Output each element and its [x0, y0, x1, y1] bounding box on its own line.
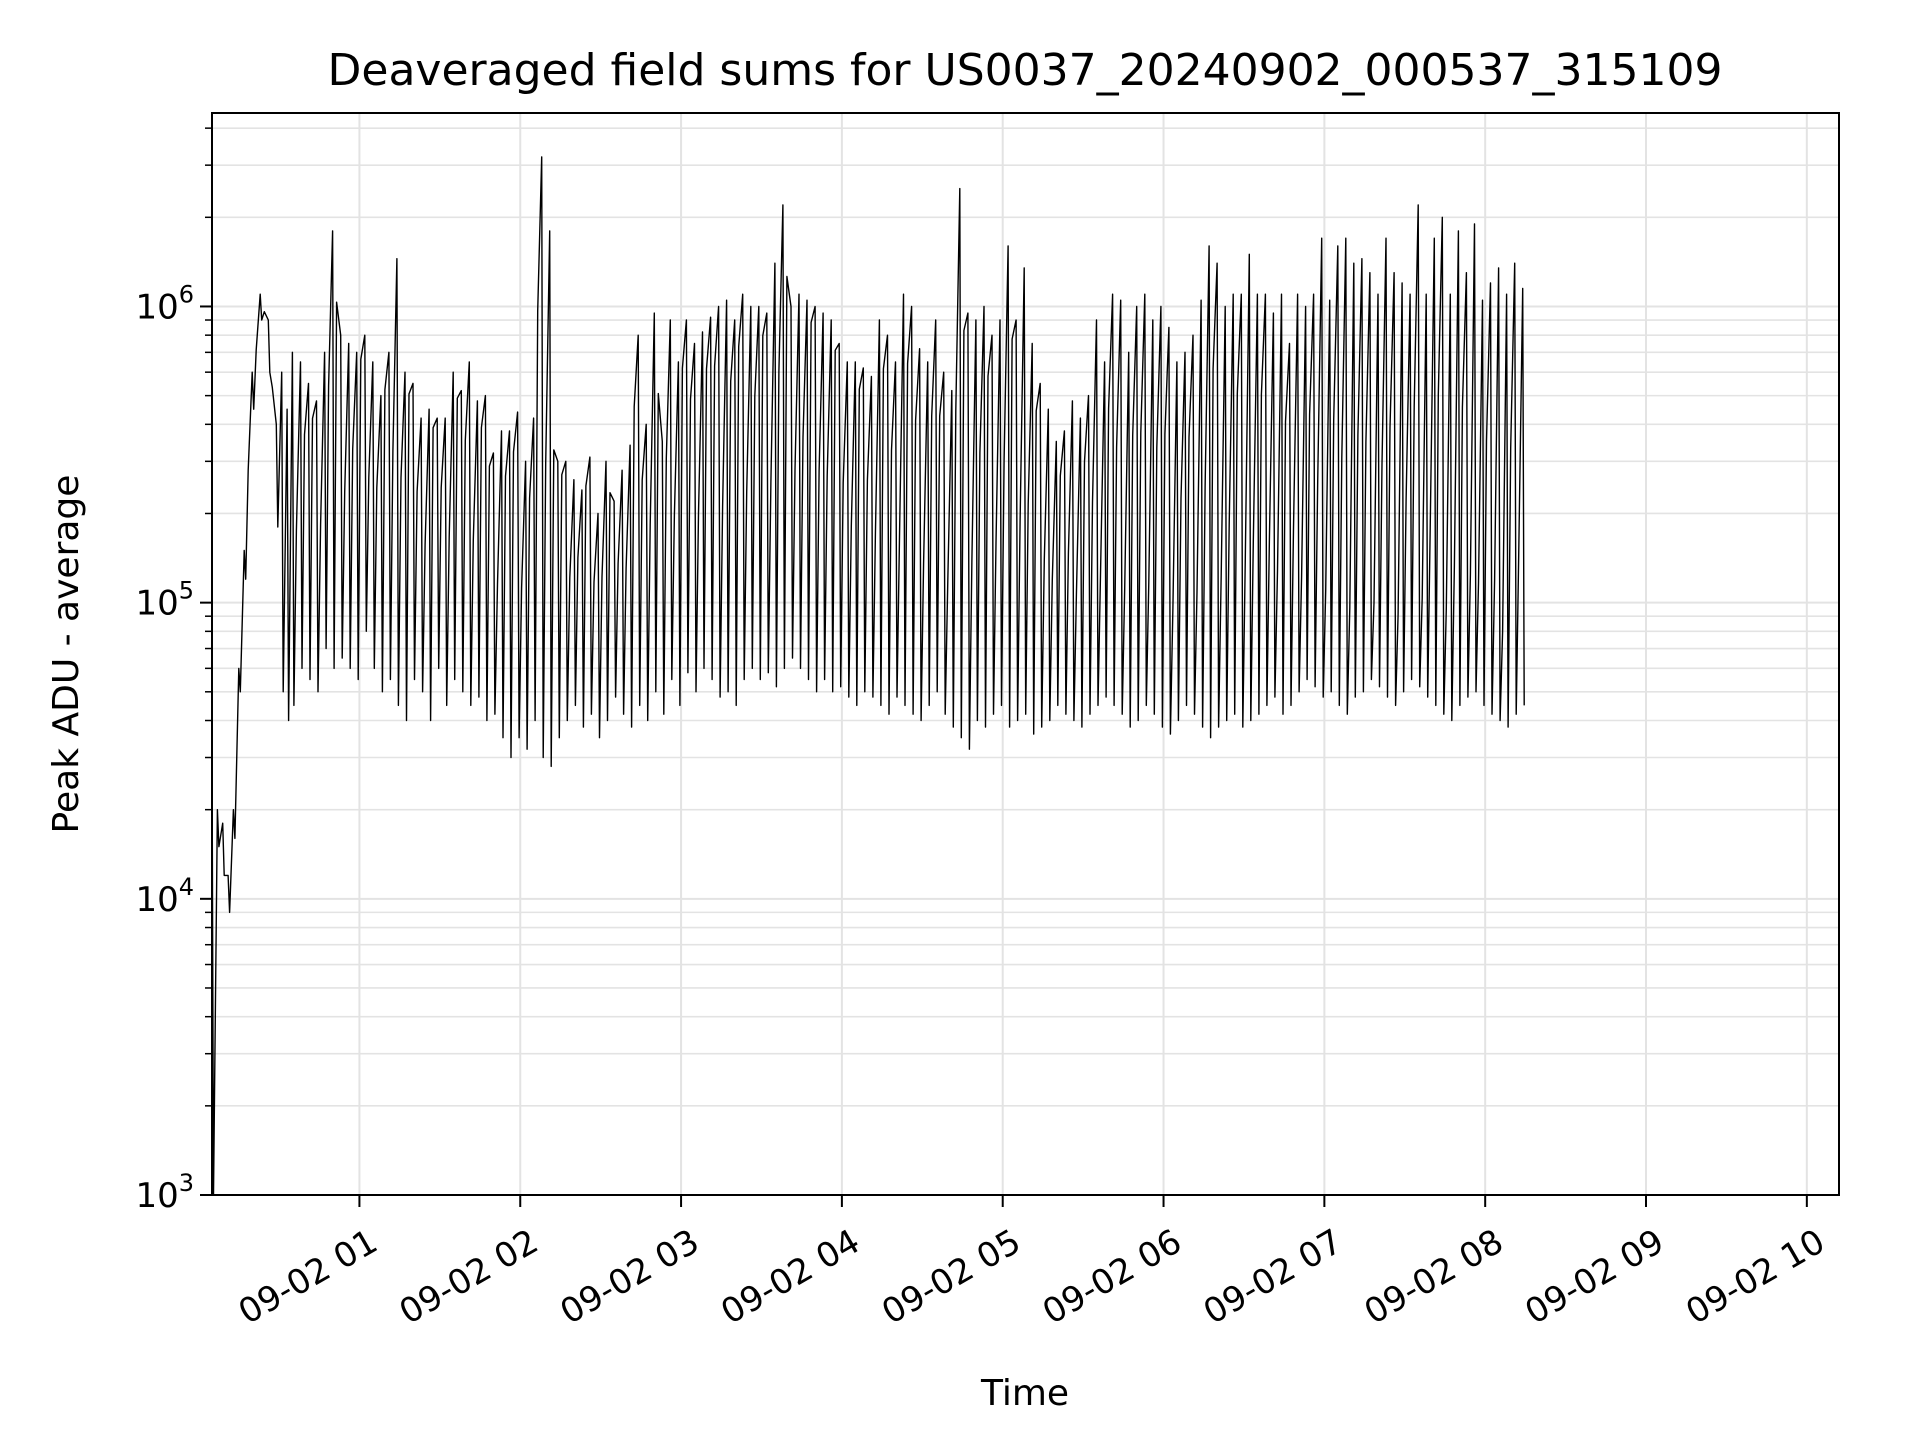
y-axis-label: Peak ADU - average [46, 475, 87, 834]
y-tick-label: 103 [135, 1169, 194, 1216]
x-tick-label: 09-02 07 [1197, 1222, 1349, 1333]
x-tick-label: 09-02 01 [232, 1222, 384, 1333]
x-tick-label: 09-02 06 [1036, 1222, 1188, 1333]
y-tick-label: 106 [135, 280, 194, 327]
series-line-1 [211, 156, 1525, 1196]
y-tick-label: 104 [135, 873, 194, 920]
y-tick-label: 105 [135, 577, 194, 624]
chart-title: Deaveraged field sums for US0037_2024090… [328, 45, 1723, 96]
x-tick-label: 09-02 08 [1358, 1222, 1510, 1333]
plot-frame [211, 112, 1840, 1196]
x-tick-label: 09-02 10 [1679, 1222, 1831, 1333]
x-axis-ticks: 09-02 01 09-02 02 09-02 03 09-02 04 09-02 05… [232, 1195, 1832, 1333]
x-tick-label: 09-02 03 [554, 1222, 706, 1333]
data-layer [211, 156, 1525, 1196]
x-tick-label: 09-02 09 [1519, 1222, 1671, 1333]
x-tick-label: 09-02 02 [393, 1222, 545, 1333]
x-tick-label: 09-02 04 [714, 1222, 866, 1333]
x-tick-label: 09-02 05 [875, 1222, 1027, 1333]
y-axis-ticks: 103 104 105 106 [135, 127, 212, 1216]
x-axis-label: Time [980, 1373, 1069, 1414]
